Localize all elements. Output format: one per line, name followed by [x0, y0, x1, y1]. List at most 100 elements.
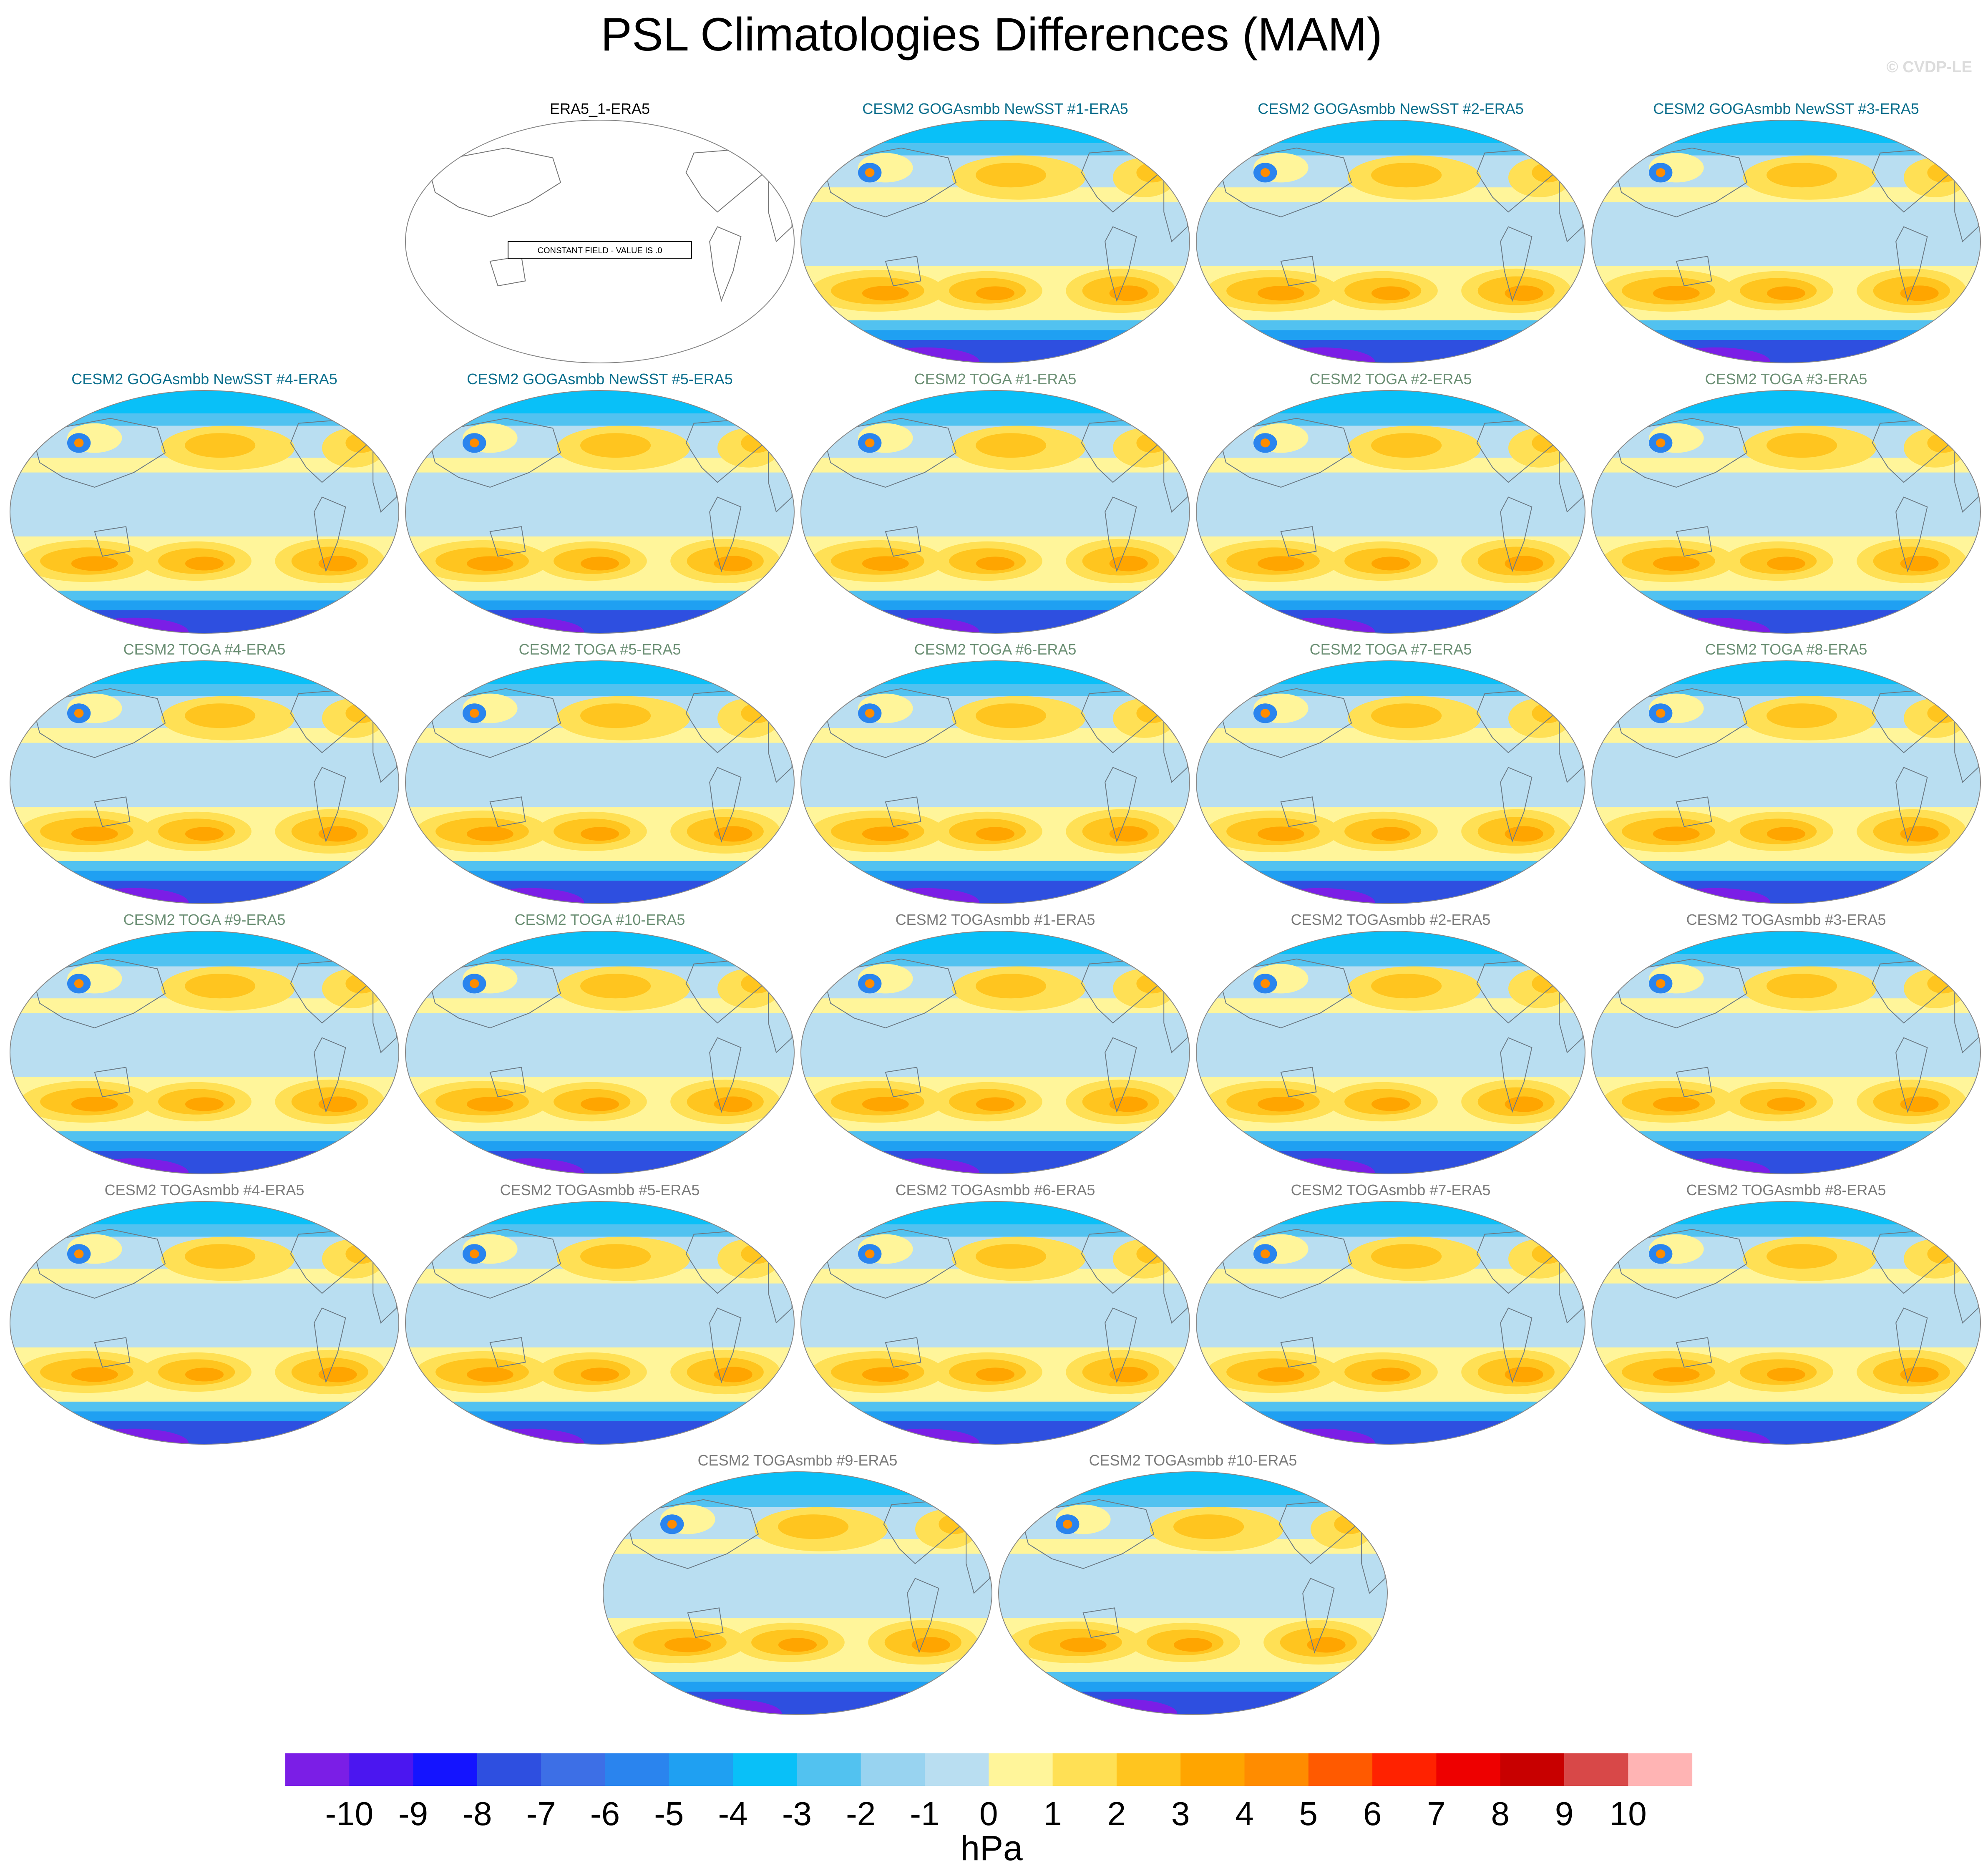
panel-title: CESM2 GOGAsmbb NewSST #1-ERA5: [862, 100, 1128, 117]
field-blob: [976, 703, 1047, 728]
colorbar-tick-label: -8: [462, 1795, 492, 1832]
field-band: [801, 931, 1190, 954]
field-blob: [1109, 1096, 1148, 1112]
coastline: [314, 1307, 346, 1383]
map-outline: [1196, 660, 1585, 904]
field-blob: [1260, 979, 1270, 988]
field-band: [1592, 931, 1980, 954]
field-blob: [1767, 703, 1837, 728]
coastline: [1895, 226, 1928, 302]
field-blob: [1900, 285, 1939, 301]
field-blob: [1900, 826, 1939, 842]
field-blob: [1371, 1367, 1410, 1382]
field-band: [1196, 661, 1585, 684]
map-outline: [800, 1201, 1190, 1445]
panel-title: CESM2 GOGAsmbb NewSST #3-ERA5: [1653, 100, 1919, 117]
field-blob: [714, 556, 752, 572]
panel-title: CESM2 TOGA #4-ERA5: [123, 641, 286, 658]
map-panel: CESM2 TOGA #8-ERA5: [1590, 641, 1982, 904]
map-panel: CESM2 TOGA #2-ERA5: [1195, 370, 1587, 634]
field-band: [1592, 610, 1980, 633]
map-panel: CESM2 TOGA #7-ERA5: [1195, 641, 1587, 904]
coastline: [1218, 418, 1352, 488]
field-blob: [318, 1367, 357, 1382]
coastline: [822, 1229, 957, 1299]
field-blob: [185, 557, 224, 571]
field-band: [10, 931, 399, 954]
field-blob: [1900, 1367, 1939, 1382]
map-outline: [405, 931, 795, 1174]
map-panel: CESM2 TOGA #10-ERA5: [404, 911, 796, 1174]
panel-title: CESM2 TOGA #2-ERA5: [1309, 370, 1472, 388]
field-band: [405, 1224, 794, 1237]
map-outline: [603, 1471, 992, 1715]
map-panel: CESM2 TOGAsmbb #2-ERA5: [1195, 911, 1587, 1174]
field-blob: [976, 286, 1015, 300]
map-outline: [1591, 1201, 1981, 1445]
field-blob: [865, 1249, 875, 1259]
field-blob: [74, 979, 84, 988]
panel-title: CESM2 TOGAsmbb #6-ERA5: [895, 1181, 1095, 1199]
colorbar-tick-label: -6: [590, 1795, 620, 1832]
panel-title: CESM2 TOGA #3-ERA5: [1705, 370, 1867, 388]
field-blob: [185, 433, 256, 458]
map-outline: [405, 390, 795, 634]
coastline: [1613, 1229, 1748, 1299]
coastline: [1895, 496, 1928, 572]
field-blob: [580, 557, 619, 571]
field-blob: [976, 433, 1047, 458]
coastline: [1613, 688, 1748, 758]
panel-title: CESM2 TOGAsmbb #7-ERA5: [1291, 1181, 1491, 1199]
field-blob: [185, 974, 256, 999]
field-blob: [976, 557, 1015, 571]
field-band: [801, 413, 1190, 426]
field-blob: [1653, 1097, 1700, 1112]
field-blob: [1656, 168, 1666, 177]
field-band: [1196, 610, 1585, 633]
colorbar-swatch: [1500, 1753, 1565, 1786]
world-map: [1196, 931, 1585, 1174]
field-blob: [1505, 826, 1543, 842]
coastline: [1105, 1307, 1137, 1383]
coastline: [1895, 1037, 1928, 1113]
field-blob: [862, 556, 909, 571]
field-band: [801, 340, 1190, 363]
field-band: [1196, 954, 1585, 967]
coastline: [94, 1067, 131, 1098]
colorbar-swatch: [861, 1753, 925, 1786]
map-panel: CESM2 TOGA #4-ERA5: [8, 641, 400, 904]
map-outline: [10, 931, 399, 1174]
coastline: [709, 1037, 742, 1113]
field-band: [801, 1151, 1190, 1174]
colorbar-swatch: [1308, 1753, 1373, 1786]
map-panel: CESM2 TOGA #9-ERA5: [8, 911, 400, 1174]
panel-title: CESM2 TOGA #9-ERA5: [123, 911, 286, 928]
map-outline: [405, 1201, 795, 1445]
field-blob: [1767, 1367, 1806, 1382]
field-blob: [976, 827, 1015, 841]
field-blob: [580, 1097, 619, 1111]
field-blob: [1656, 438, 1666, 448]
colorbar-tick-label: -1: [910, 1795, 939, 1832]
field-blob: [1767, 557, 1806, 571]
coastline: [1105, 767, 1137, 843]
colorbar-swatch: [1372, 1753, 1437, 1786]
colorbar-swatch: [733, 1753, 797, 1786]
field-blob: [1257, 1097, 1304, 1112]
colorbar-swatch: [669, 1753, 733, 1786]
colorbar-tick-label: 3: [1171, 1795, 1190, 1832]
field-band: [801, 1421, 1190, 1444]
coastline: [822, 958, 957, 1029]
field-blob: [1653, 826, 1700, 841]
coastline: [489, 526, 526, 557]
field-band: [1592, 120, 1980, 143]
field-blob: [1059, 1637, 1107, 1652]
world-map: [10, 931, 399, 1174]
field-blob: [71, 556, 118, 571]
field-blob: [318, 826, 357, 842]
field-band: [1196, 1421, 1585, 1444]
field-blob: [667, 1520, 677, 1529]
coastline: [885, 1067, 921, 1098]
colorbar-tick-label: -4: [718, 1795, 748, 1832]
field-band: [1196, 881, 1585, 904]
